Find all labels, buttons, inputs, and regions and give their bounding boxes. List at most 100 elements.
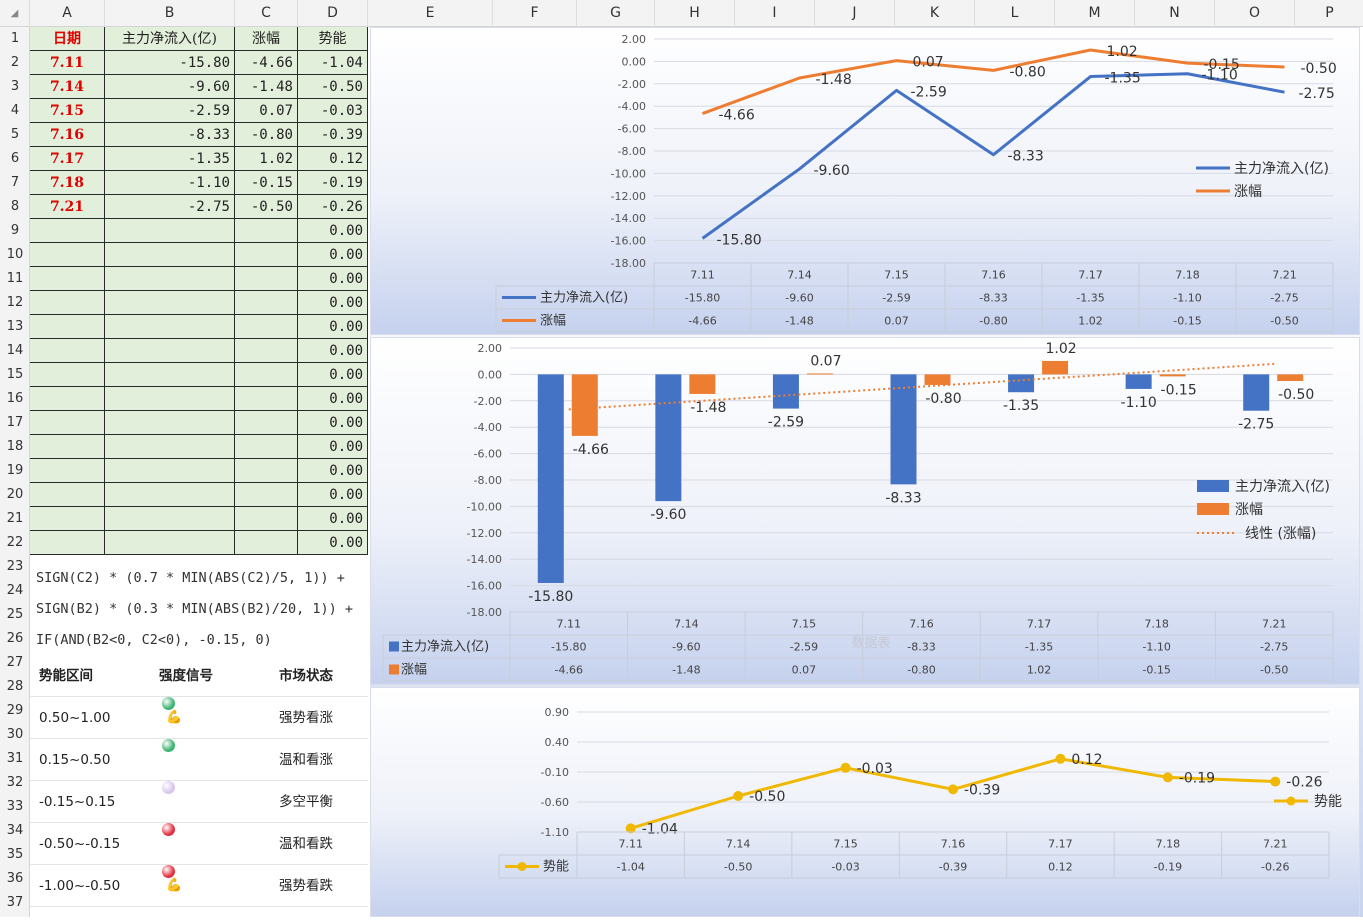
table-cell[interactable]: 0.00 [298, 219, 368, 243]
row-header-25[interactable]: 25 [6, 607, 24, 622]
row-header-35[interactable]: 35 [6, 847, 24, 862]
row-header-21[interactable]: 21 [6, 511, 24, 526]
row-header-33[interactable]: 33 [6, 799, 24, 814]
column-header-j[interactable]: J [815, 0, 895, 27]
table-cell[interactable] [30, 435, 105, 459]
row-header-4[interactable]: 4 [10, 103, 20, 118]
table-cell[interactable]: -2.75 [105, 195, 235, 219]
table-cell[interactable] [235, 315, 298, 339]
table-cell[interactable] [235, 411, 298, 435]
row-header-16[interactable]: 16 [6, 391, 24, 406]
table-cell[interactable]: -1.04 [298, 51, 368, 75]
table-cell[interactable] [105, 315, 235, 339]
table-cell[interactable] [235, 219, 298, 243]
table-cell[interactable]: 0.00 [298, 483, 368, 507]
row-header-29[interactable]: 29 [6, 703, 24, 718]
column-header-f[interactable]: F [493, 0, 577, 27]
row-header-18[interactable]: 18 [6, 439, 24, 454]
table-cell[interactable] [105, 531, 235, 555]
row-header-24[interactable]: 24 [6, 583, 24, 598]
bar-chart-flow-change[interactable]: 2.00 0.00 -2.00 -4.00 -6.00 -8.00 -10.00 -12.00… [370, 337, 1360, 685]
row-header-5[interactable]: 5 [10, 127, 20, 142]
table-cell[interactable] [105, 267, 235, 291]
row-header-15[interactable]: 15 [6, 367, 24, 382]
table-cell[interactable]: -1.10 [105, 171, 235, 195]
table-cell[interactable]: -0.50 [298, 75, 368, 99]
table-cell[interactable] [235, 243, 298, 267]
table-cell[interactable] [105, 435, 235, 459]
row-header-1[interactable]: 1 [10, 31, 20, 46]
table-cell[interactable] [235, 291, 298, 315]
table-cell[interactable] [30, 315, 105, 339]
row-header-6[interactable]: 6 [10, 151, 20, 166]
row-header-8[interactable]: 8 [10, 199, 20, 214]
row-header-32[interactable]: 32 [6, 775, 24, 790]
table-cell[interactable]: -0.39 [298, 123, 368, 147]
table-cell[interactable]: 7.14 [30, 75, 105, 99]
table-cell[interactable] [235, 339, 298, 363]
table-cell[interactable] [105, 339, 235, 363]
row-header-3[interactable]: 3 [10, 79, 20, 94]
column-header-h[interactable]: H [655, 0, 735, 27]
table-cell[interactable] [30, 459, 105, 483]
table-cell[interactable]: 0.00 [298, 363, 368, 387]
table-cell[interactable] [30, 531, 105, 555]
table-cell[interactable]: -1.35 [105, 147, 235, 171]
table-cell[interactable]: 0.00 [298, 411, 368, 435]
row-header-19[interactable]: 19 [6, 463, 24, 478]
row-header-37[interactable]: 37 [6, 895, 24, 910]
column-header-b[interactable]: B [105, 0, 235, 27]
table-cell[interactable] [30, 507, 105, 531]
table-cell[interactable] [105, 459, 235, 483]
table-cell[interactable] [235, 531, 298, 555]
table-cell[interactable] [235, 267, 298, 291]
column-header-g[interactable]: G [577, 0, 655, 27]
table-cell[interactable]: -0.03 [298, 99, 368, 123]
row-header-22[interactable]: 22 [6, 535, 24, 550]
line-chart-flow-change[interactable]: 2.00 0.00 -2.00 -4.00 -6.00 -8.00 -10.00 -12.00… [370, 27, 1360, 335]
row-header-14[interactable]: 14 [6, 343, 24, 358]
table-header-cell[interactable]: 势能 [298, 27, 368, 51]
table-cell[interactable]: -0.19 [298, 171, 368, 195]
column-header-p[interactable]: P [1295, 0, 1363, 27]
table-cell[interactable]: 0.00 [298, 531, 368, 555]
row-header-26[interactable]: 26 [6, 631, 24, 646]
row-header-12[interactable]: 12 [6, 295, 24, 310]
table-header-cell[interactable]: 主力净流入(亿) [105, 27, 235, 51]
row-header-28[interactable]: 28 [6, 679, 24, 694]
column-header-d[interactable]: D [298, 0, 368, 27]
row-header-13[interactable]: 13 [6, 319, 24, 334]
column-header-i[interactable]: I [735, 0, 815, 27]
table-cell[interactable] [30, 291, 105, 315]
table-cell[interactable]: 0.00 [298, 315, 368, 339]
column-header-l[interactable]: L [975, 0, 1055, 27]
table-cell[interactable] [235, 459, 298, 483]
table-cell[interactable] [105, 243, 235, 267]
row-header-34[interactable]: 34 [6, 823, 24, 838]
row-header-31[interactable]: 31 [6, 751, 24, 766]
table-cell[interactable]: -15.80 [105, 51, 235, 75]
table-cell[interactable] [30, 267, 105, 291]
table-cell[interactable] [235, 363, 298, 387]
table-cell[interactable]: 1.02 [235, 147, 298, 171]
row-header-27[interactable]: 27 [6, 655, 24, 670]
table-cell[interactable]: 7.11 [30, 51, 105, 75]
table-cell[interactable] [105, 363, 235, 387]
table-cell[interactable] [235, 483, 298, 507]
column-header-a[interactable]: A [30, 0, 105, 27]
column-header-k[interactable]: K [895, 0, 975, 27]
table-cell[interactable] [235, 387, 298, 411]
column-header-m[interactable]: M [1055, 0, 1135, 27]
row-header-30[interactable]: 30 [6, 727, 24, 742]
table-cell[interactable]: 0.00 [298, 339, 368, 363]
table-cell[interactable] [30, 339, 105, 363]
table-cell[interactable]: 0.12 [298, 147, 368, 171]
table-cell[interactable]: -9.60 [105, 75, 235, 99]
table-cell[interactable]: 0.07 [235, 99, 298, 123]
table-cell[interactable] [30, 387, 105, 411]
table-cell[interactable] [30, 243, 105, 267]
row-header-10[interactable]: 10 [6, 247, 24, 262]
table-cell[interactable]: -2.59 [105, 99, 235, 123]
table-cell[interactable]: -1.48 [235, 75, 298, 99]
table-cell[interactable]: -4.66 [235, 51, 298, 75]
